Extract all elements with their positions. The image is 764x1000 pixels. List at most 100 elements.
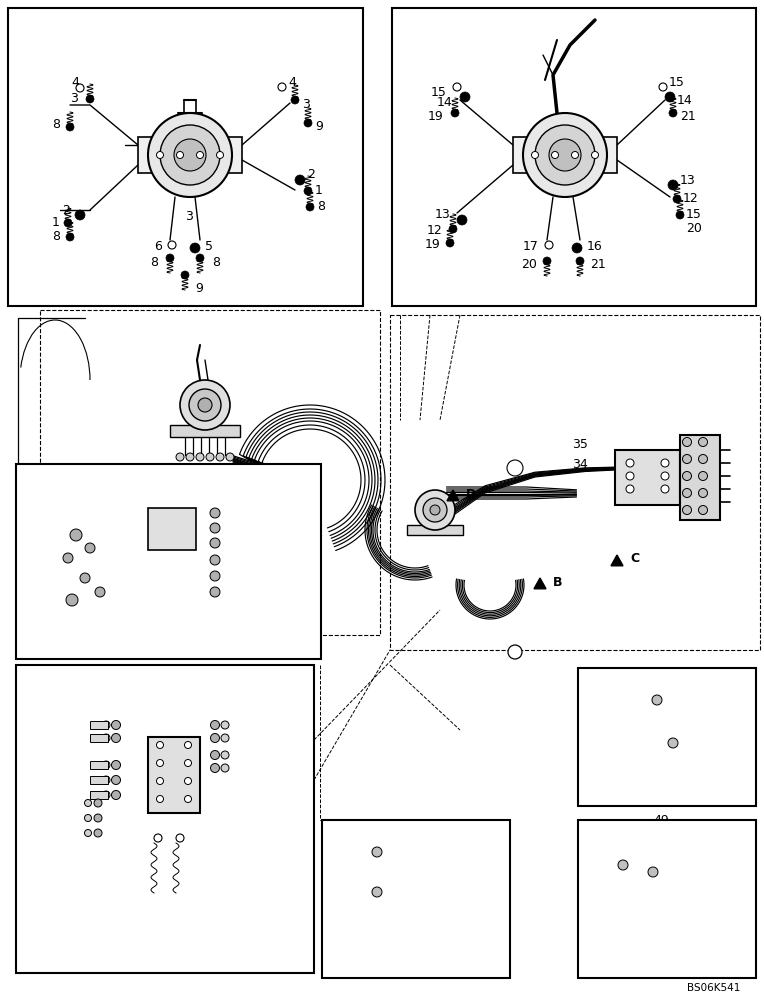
Circle shape (543, 257, 551, 265)
Bar (8, 8, 363, 306)
Circle shape (661, 459, 669, 467)
Circle shape (166, 254, 174, 262)
Text: 4: 4 (215, 153, 223, 166)
Circle shape (618, 860, 628, 870)
Text: D: D (466, 488, 476, 500)
Circle shape (430, 505, 440, 515)
Circle shape (698, 454, 707, 464)
Circle shape (221, 734, 229, 742)
Bar (407, 525, 463, 535)
Text: 8: 8 (52, 231, 60, 243)
Circle shape (449, 225, 457, 233)
Circle shape (626, 459, 634, 467)
Polygon shape (68, 473, 78, 484)
Circle shape (535, 125, 595, 185)
Text: 44: 44 (190, 828, 206, 842)
Circle shape (196, 254, 204, 262)
Circle shape (174, 139, 206, 171)
Text: 46: 46 (700, 670, 716, 684)
Circle shape (648, 867, 658, 877)
Text: 16: 16 (587, 240, 603, 253)
Text: 4: 4 (71, 76, 79, 89)
Circle shape (76, 84, 84, 92)
Text: 23: 23 (228, 554, 244, 566)
Text: 6: 6 (154, 240, 162, 253)
Circle shape (180, 380, 230, 430)
Text: 3: 3 (302, 99, 310, 111)
Text: 5: 5 (205, 240, 213, 253)
Text: 10: 10 (62, 774, 78, 786)
Circle shape (176, 151, 183, 158)
Text: 19: 19 (424, 238, 440, 251)
Text: 43: 43 (180, 906, 196, 920)
Circle shape (210, 538, 220, 548)
Circle shape (508, 645, 522, 659)
Text: 9: 9 (70, 796, 78, 810)
Circle shape (571, 151, 578, 158)
Text: 3: 3 (70, 93, 78, 105)
Circle shape (415, 490, 455, 530)
Text: 40: 40 (233, 732, 249, 744)
Circle shape (190, 243, 200, 253)
Text: B: B (553, 576, 562, 588)
Circle shape (698, 438, 707, 446)
Circle shape (80, 573, 90, 583)
Circle shape (102, 761, 110, 769)
Circle shape (112, 790, 121, 800)
Bar (90, 721, 108, 729)
Circle shape (659, 83, 667, 91)
Text: 42: 42 (172, 495, 188, 508)
Circle shape (552, 151, 558, 158)
Text: 12: 12 (426, 224, 442, 236)
Text: 13: 13 (680, 174, 696, 186)
Bar (392, 8, 756, 306)
Circle shape (668, 180, 678, 190)
Text: 8: 8 (317, 200, 325, 214)
Text: 38: 38 (30, 548, 46, 562)
Text: 11: 11 (62, 788, 78, 802)
Circle shape (112, 720, 121, 730)
Circle shape (549, 139, 581, 171)
Circle shape (591, 151, 598, 158)
Circle shape (86, 95, 94, 103)
Circle shape (453, 83, 461, 91)
Circle shape (698, 472, 707, 481)
Circle shape (304, 187, 312, 195)
Text: 9: 9 (70, 758, 78, 772)
Circle shape (372, 887, 382, 897)
Circle shape (682, 506, 691, 514)
Text: 21: 21 (680, 110, 696, 123)
Text: 14: 14 (677, 94, 693, 106)
Circle shape (75, 210, 85, 220)
Circle shape (189, 389, 221, 421)
Circle shape (210, 523, 220, 533)
Circle shape (66, 123, 74, 131)
Text: E: E (68, 471, 76, 484)
Circle shape (85, 830, 92, 836)
Circle shape (211, 750, 219, 760)
Circle shape (698, 506, 707, 514)
Circle shape (572, 243, 582, 253)
Text: 17: 17 (523, 240, 539, 253)
Circle shape (451, 109, 459, 117)
Circle shape (184, 742, 192, 748)
Circle shape (157, 778, 163, 784)
Bar (578, 820, 756, 978)
Circle shape (211, 720, 219, 730)
Circle shape (372, 847, 382, 857)
Circle shape (457, 215, 467, 225)
Circle shape (665, 92, 675, 102)
Circle shape (211, 764, 219, 772)
Circle shape (64, 219, 72, 227)
Bar (148, 508, 196, 550)
Circle shape (216, 151, 224, 158)
Circle shape (206, 453, 214, 461)
Text: 19: 19 (427, 110, 443, 123)
Text: 41: 41 (233, 748, 249, 762)
Text: 8: 8 (212, 255, 220, 268)
Circle shape (682, 454, 691, 464)
Text: 51: 51 (605, 861, 621, 874)
Circle shape (669, 109, 677, 117)
Text: B ~: B ~ (588, 786, 611, 798)
Circle shape (291, 96, 299, 104)
